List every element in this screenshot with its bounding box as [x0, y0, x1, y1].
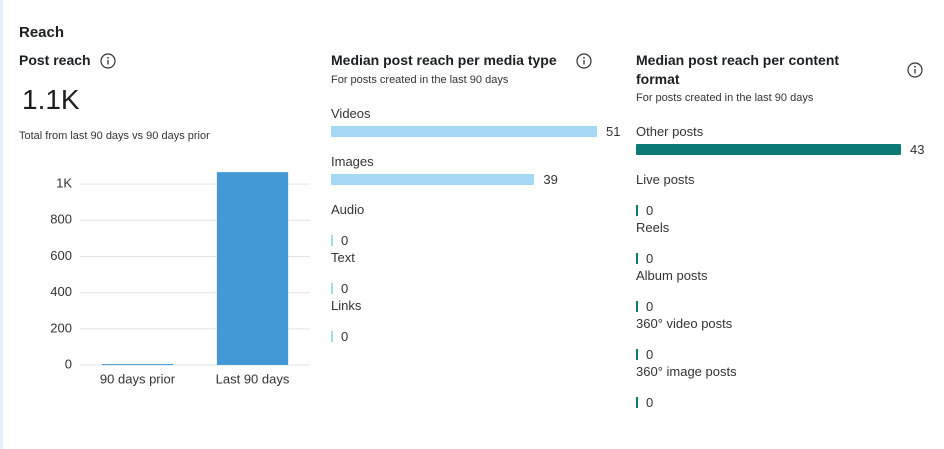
bar	[101, 364, 174, 366]
value-label: 51	[606, 124, 621, 139]
bar-label: Reels	[636, 220, 670, 235]
bar	[636, 301, 638, 312]
bar	[331, 235, 333, 246]
value-label: 43	[910, 142, 925, 157]
panel-title: Median post reach per content format	[636, 52, 840, 87]
bar-label: 360° image posts	[636, 364, 737, 379]
bar-label: Images	[331, 154, 374, 169]
panel-title: Median post reach per media type	[331, 52, 557, 68]
bar	[331, 283, 333, 294]
bar	[331, 331, 333, 342]
bar-label: Album posts	[636, 268, 708, 283]
bar	[636, 397, 638, 408]
bar	[331, 126, 597, 137]
value-label: 0	[646, 251, 654, 266]
info-icon[interactable]	[576, 53, 592, 69]
bar	[636, 253, 638, 264]
value-label: 0	[341, 233, 349, 248]
bar-label: Text	[331, 250, 355, 265]
panel-subtitle: For posts created in the last 90 days	[331, 74, 509, 86]
value-label: 0	[646, 203, 654, 218]
y-tick-label: 600	[50, 248, 72, 263]
bar-label: Live posts	[636, 172, 695, 187]
panel-subtitle: For posts created in the last 90 days	[636, 92, 814, 104]
bar	[636, 205, 638, 216]
y-tick-label: 400	[50, 284, 72, 299]
kpi-subtitle: Total from last 90 days vs 90 days prior	[19, 130, 210, 142]
bar	[331, 174, 535, 185]
bar	[636, 144, 901, 155]
bar-label: Links	[331, 298, 362, 313]
panel-title: Post reach	[19, 52, 91, 68]
x-tick-label: 90 days prior	[100, 371, 176, 386]
y-tick-label: 0	[65, 356, 72, 371]
kpi-value: 1.1K	[22, 84, 80, 115]
post-reach-chart: 0 200 400 600 800 1K 90 days prior Last 90 days	[50, 172, 310, 386]
y-tick-label: 200	[50, 320, 72, 335]
value-label: 0	[341, 329, 349, 344]
left-edge	[0, 0, 3, 449]
value-label: 0	[646, 347, 654, 362]
bar	[216, 172, 289, 365]
bar	[636, 349, 638, 360]
bar-label: 360° video posts	[636, 316, 733, 331]
value-label: 0	[341, 281, 349, 296]
value-label: 39	[543, 172, 558, 187]
bar-label: Videos	[331, 106, 371, 121]
bar-label: Audio	[331, 202, 365, 217]
section-title: Reach	[19, 24, 65, 41]
y-tick-label: 800	[50, 212, 72, 227]
value-label: 0	[646, 299, 654, 314]
value-label: 0	[646, 395, 654, 410]
info-icon[interactable]	[100, 53, 116, 69]
bar-label: Other posts	[636, 124, 704, 139]
x-tick-label: Last 90 days	[216, 371, 290, 386]
y-tick-label: 1K	[56, 176, 72, 191]
info-icon[interactable]	[907, 62, 923, 78]
